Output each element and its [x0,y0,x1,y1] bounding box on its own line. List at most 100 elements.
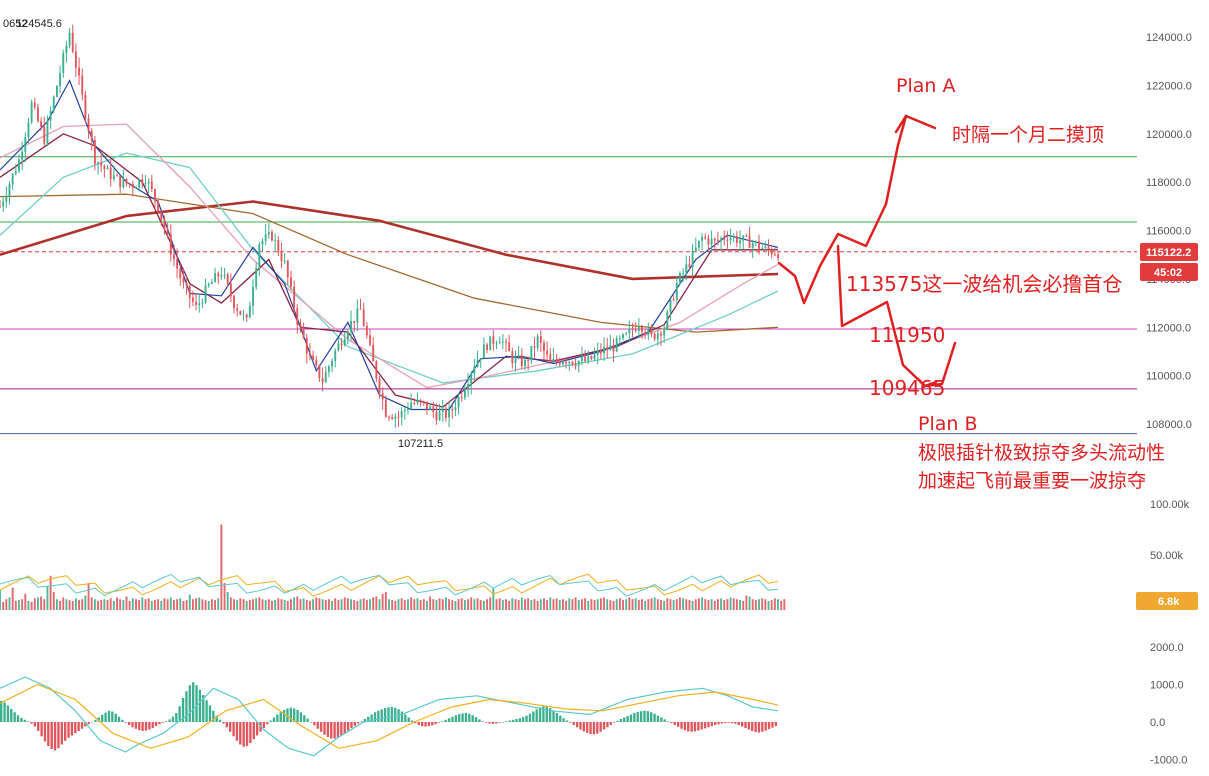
volume-bar [233,599,235,610]
candle-body [584,356,587,362]
macd-bar [757,722,761,733]
macd-bar [387,707,390,722]
macd-bar [232,722,235,737]
candle-body [679,273,681,283]
candle-body [293,286,296,309]
macd-bar [670,722,673,724]
volume-bar [103,599,106,610]
candle-body [312,355,315,360]
candle-body [46,120,49,144]
macd-bar [30,722,33,724]
macd-bar [623,717,626,722]
volume-bar [732,598,735,610]
macd-bar [676,722,680,727]
plan-b-note-2: 加速起飞前最重要一波掠夺 [918,470,1146,492]
candle-body [125,178,128,184]
volume-bar [723,600,726,610]
macd-bar [410,720,414,722]
candle-body [375,361,378,379]
ma-line-2 [0,152,779,384]
candle-body [546,350,549,355]
volume-bar [476,598,479,610]
volume-bar [783,599,786,610]
macd-bar [394,707,397,722]
macd-bar [299,712,303,722]
macd-bar [97,717,101,722]
moving-average-lines [0,79,779,411]
candle-body [220,274,223,277]
candle-body [201,302,204,304]
macd-bar [121,719,124,722]
macd-bar [222,722,225,724]
current-price-text: 115122.2 [1146,247,1191,259]
macd-bar [687,722,690,732]
candle-body [14,171,17,174]
candle-body [622,334,624,339]
macd-bar [70,722,74,736]
volume-bar [49,575,52,610]
candle-body [365,325,368,336]
macd-bar [259,722,262,732]
volume-bar [315,597,318,610]
volume-bar [59,601,62,610]
macd-bar [771,722,774,728]
volume-bar [438,598,441,610]
candle-body [467,384,470,391]
volume-bar [112,601,115,610]
volume-bar [486,599,488,610]
volume-bar [147,598,150,610]
macd-bar [225,722,229,728]
macd-bar [390,707,394,722]
candle-body [207,283,210,286]
volume-bar [413,599,416,610]
candle-body [166,228,169,235]
volume-bar [274,600,277,610]
volume-bar [577,600,580,610]
volume-bar [353,600,356,610]
macd-bar [23,719,26,722]
volume-bar [343,597,346,610]
candle-body [407,408,409,410]
candle-body [343,339,346,346]
candle-body [451,409,454,411]
macd-bar [208,705,212,722]
macd-bar [751,722,754,731]
macd-bar [565,720,569,722]
macd-bar [562,718,565,722]
macd-bar [296,710,299,722]
macd-bar [417,722,420,725]
macd-bar [660,717,663,722]
volume-bar [675,599,678,610]
candle-body [599,350,602,354]
candle-body [593,354,596,359]
candle-body [245,314,248,318]
volume-bar [2,601,5,610]
volume-bar [8,597,11,610]
macd-bar [454,715,458,722]
volume-bar [5,599,8,610]
candle-body [324,371,327,383]
volume-bar [593,600,596,610]
volume-bar [84,595,87,610]
candle-body [552,358,555,362]
candle-body [274,239,277,241]
macd-bar [249,722,252,743]
candle-body [656,333,659,340]
candle-body [267,231,270,235]
volume-bar [172,600,175,610]
macd-bar [316,722,319,729]
volume-bar [508,601,511,610]
candle-body [103,165,106,170]
volume-bar [24,593,27,610]
macd-bar [144,722,148,731]
candle-body [11,173,14,185]
volume-bar [628,597,631,610]
macd-bar [626,716,629,722]
volume-bar [27,601,30,610]
candle-body [609,345,612,351]
plan-b-arrowhead [916,377,938,388]
macd-bar [538,707,542,722]
volume-bar [403,600,406,610]
macd-bar [10,708,13,722]
volume-bar [138,600,141,610]
